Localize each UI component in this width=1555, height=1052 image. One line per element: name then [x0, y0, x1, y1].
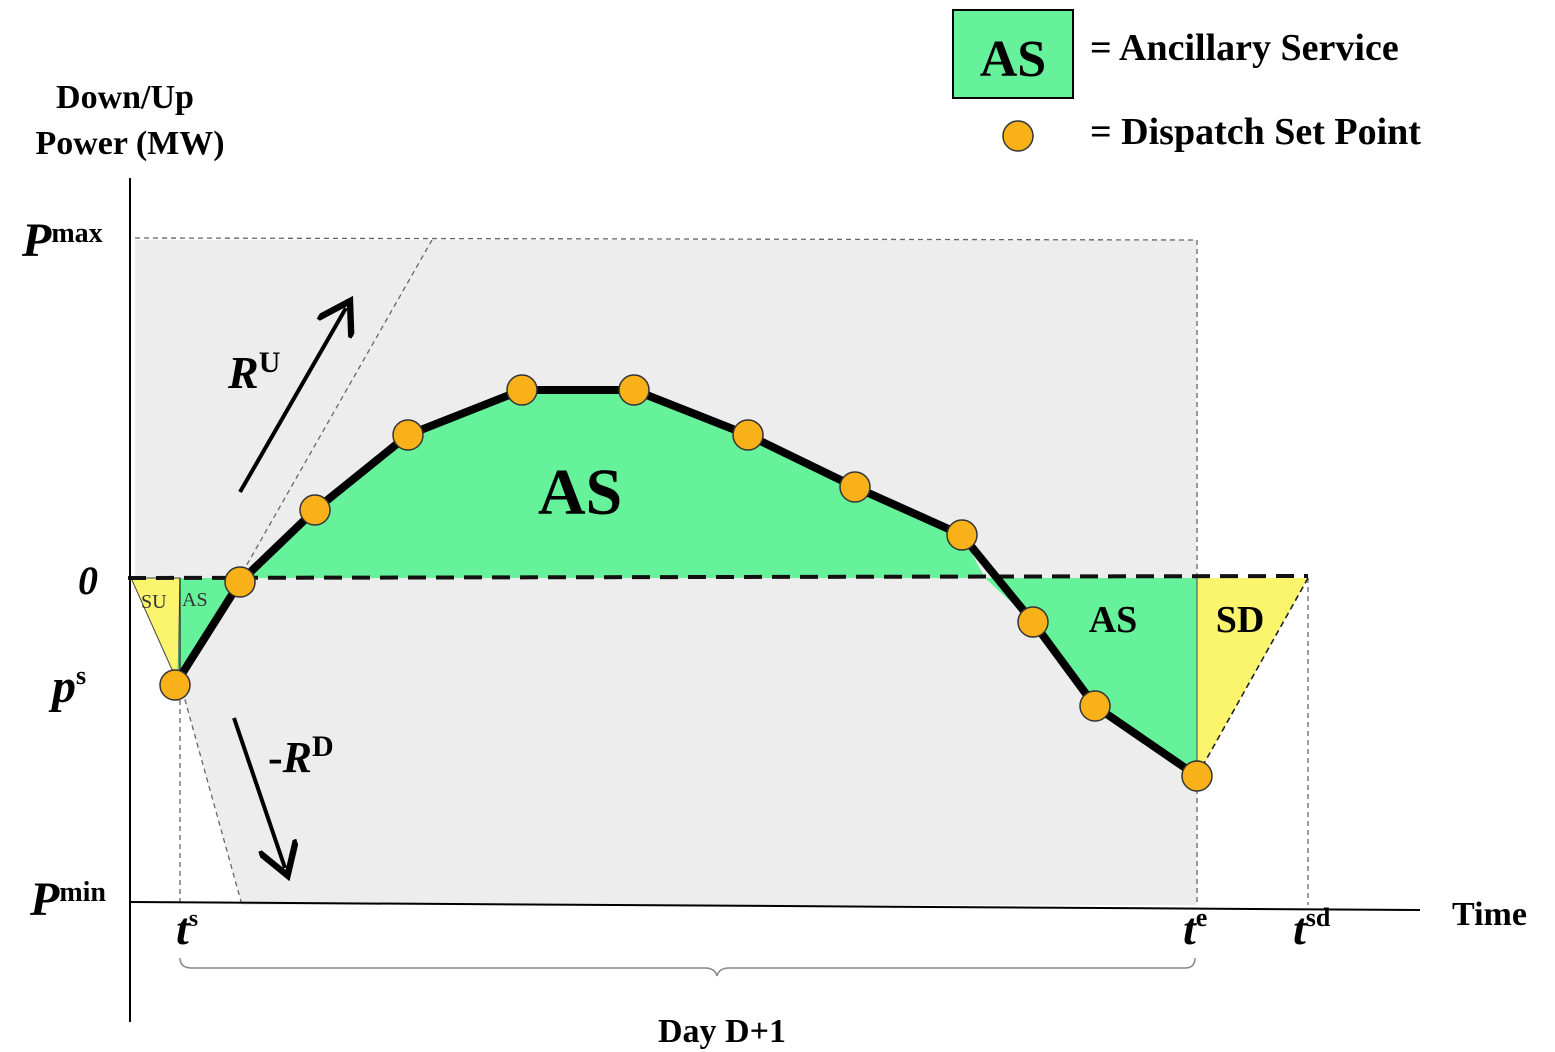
set-point [299, 494, 331, 526]
ts-label: ts [176, 903, 198, 954]
legend-as-text: = Ancillary Service [1090, 27, 1399, 69]
set-point [159, 669, 191, 701]
sd-ramp-line [1196, 577, 1309, 777]
set-points [159, 374, 1213, 792]
legend-as-swatch-label: AS [980, 31, 1046, 88]
zero-line [127, 574, 1309, 580]
sd-label: SD [1216, 599, 1265, 641]
ramp-down-arrow [232, 717, 285, 868]
y-axis-title-line2: Power (MW) [35, 125, 224, 162]
ramp-up-label: RU [227, 346, 280, 398]
dispatch-curve [171, 386, 1200, 780]
pmin-label: Pmin [29, 873, 106, 926]
legend-dot-text: = Dispatch Set Point [1090, 111, 1421, 153]
te-label: te [1183, 903, 1207, 954]
legend-dot-icon [1002, 120, 1034, 152]
set-point [732, 419, 764, 451]
set-point [1181, 760, 1213, 792]
set-point [506, 374, 538, 406]
ps-label: ps [48, 660, 86, 713]
set-point [224, 566, 256, 598]
small-as-label: AS [182, 589, 208, 611]
day-label: Day D+1 [658, 1013, 786, 1050]
set-point [1079, 690, 1111, 722]
set-point [839, 471, 871, 503]
ramp-up-arrow [238, 308, 346, 493]
right-as-label: AS [1089, 599, 1138, 641]
y-axis-title-line1: Down/Up [56, 79, 194, 116]
legend-as-swatch [952, 9, 1074, 99]
set-point [618, 374, 650, 406]
x-axis [129, 901, 1421, 911]
main-as-label: AS [538, 456, 622, 529]
x-axis-title: Time [1452, 896, 1527, 933]
set-point [392, 419, 424, 451]
as-region-main [240, 390, 985, 578]
tsd-label: tsd [1293, 903, 1331, 954]
set-point [946, 519, 978, 551]
pmax-label: Pmax [21, 214, 103, 267]
legend: AS = Ancillary Service = Dispatch Set Po… [952, 9, 1421, 153]
zero-label: 0 [78, 558, 98, 603]
day-bracket [179, 957, 1196, 977]
su-label: SU [141, 591, 167, 613]
set-point [1017, 606, 1049, 638]
region-boundaries [134, 237, 1309, 906]
ramp-down-label: -RD [268, 730, 334, 782]
